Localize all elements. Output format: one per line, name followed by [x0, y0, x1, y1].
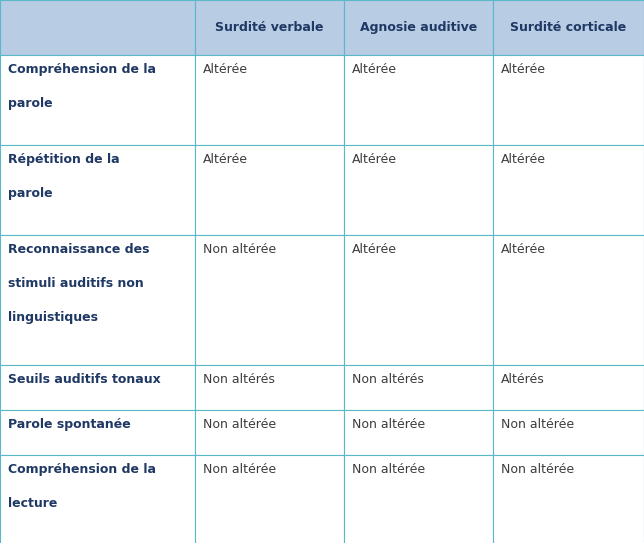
Bar: [344, 365, 493, 410]
Bar: [493, 235, 644, 365]
Text: Altérée: Altérée: [501, 153, 546, 166]
Bar: [0, 410, 195, 455]
Text: Altérée: Altérée: [501, 63, 546, 76]
Text: Altérée: Altérée: [203, 153, 248, 166]
Bar: [195, 0, 344, 55]
Text: Reconnaissance des

stimuli auditifs non

linguistiques: Reconnaissance des stimuli auditifs non …: [8, 243, 149, 324]
Bar: [195, 365, 344, 410]
Bar: [344, 235, 493, 365]
Text: Seuils auditifs tonaux: Seuils auditifs tonaux: [8, 373, 161, 386]
Bar: [493, 55, 644, 145]
Bar: [0, 0, 195, 55]
Text: Non altérée: Non altérée: [352, 418, 425, 431]
Text: Surdité corticale: Surdité corticale: [511, 21, 627, 34]
Bar: [344, 55, 493, 145]
Text: Altérée: Altérée: [352, 243, 397, 256]
Bar: [195, 145, 344, 235]
Bar: [0, 365, 195, 410]
Text: Non altérés: Non altérés: [203, 373, 275, 386]
Text: Parole spontanée: Parole spontanée: [8, 418, 131, 431]
Bar: [195, 410, 344, 455]
Text: Altérée: Altérée: [352, 153, 397, 166]
Text: Répétition de la

parole: Répétition de la parole: [8, 153, 120, 200]
Text: Surdité verbale: Surdité verbale: [215, 21, 324, 34]
Text: Altérée: Altérée: [501, 243, 546, 256]
Bar: [493, 365, 644, 410]
Text: Non altérée: Non altérée: [203, 463, 276, 476]
Text: Non altérée: Non altérée: [501, 463, 574, 476]
Bar: [0, 145, 195, 235]
Bar: [493, 455, 644, 543]
Text: Altérée: Altérée: [352, 63, 397, 76]
Bar: [493, 0, 644, 55]
Bar: [493, 145, 644, 235]
Bar: [195, 235, 344, 365]
Bar: [0, 235, 195, 365]
Text: Altérée: Altérée: [203, 63, 248, 76]
Bar: [195, 455, 344, 543]
Bar: [344, 0, 493, 55]
Bar: [493, 410, 644, 455]
Text: Compréhension de la

parole: Compréhension de la parole: [8, 63, 156, 110]
Text: Non altérée: Non altérée: [203, 243, 276, 256]
Bar: [344, 410, 493, 455]
Text: Non altérés: Non altérés: [352, 373, 424, 386]
Bar: [344, 455, 493, 543]
Bar: [0, 55, 195, 145]
Bar: [0, 455, 195, 543]
Text: Non altérée: Non altérée: [203, 418, 276, 431]
Bar: [344, 145, 493, 235]
Text: Altérés: Altérés: [501, 373, 545, 386]
Text: Non altérée: Non altérée: [501, 418, 574, 431]
Bar: [195, 55, 344, 145]
Text: Compréhension de la

lecture: Compréhension de la lecture: [8, 463, 156, 510]
Text: Non altérée: Non altérée: [352, 463, 425, 476]
Text: Agnosie auditive: Agnosie auditive: [360, 21, 477, 34]
